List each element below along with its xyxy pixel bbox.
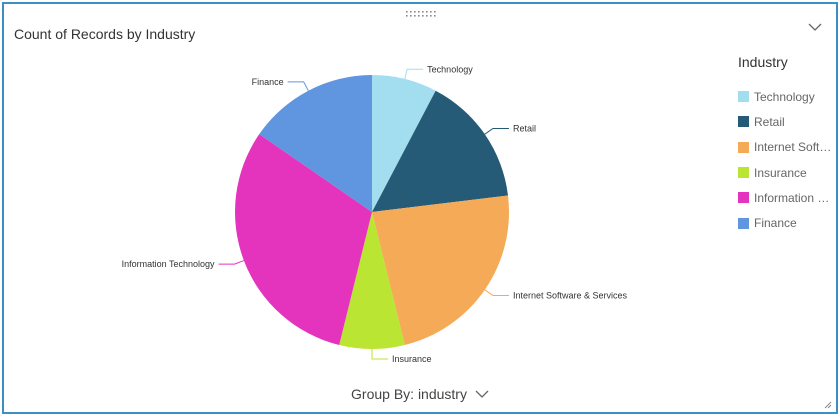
pie-slice-retail[interactable] [372, 90, 509, 212]
pie-chart: Technology Retail Internet Software & Serv… [122, 64, 628, 364]
data-label: Internet Software & Services [513, 291, 628, 301]
legend-label: Retail [754, 114, 785, 129]
legend-swatch [738, 141, 749, 153]
group-by-control: Group By: industry [4, 386, 836, 402]
legend-item-technology[interactable]: Technology [738, 84, 834, 109]
collapse-button[interactable] [806, 18, 824, 36]
legend-swatch [738, 116, 749, 128]
legend-swatch [738, 192, 749, 204]
legend-title: Industry [738, 54, 788, 70]
legend-label: Internet Soft… [754, 140, 832, 155]
data-label: Retail [513, 123, 536, 133]
legend-item-retail[interactable]: Retail [738, 109, 834, 134]
pie-slice-information-technology[interactable] [235, 134, 372, 346]
legend-swatch [738, 167, 749, 179]
callout-line [484, 289, 509, 297]
legend-swatch [738, 91, 749, 103]
legend-item-insurance[interactable]: Insurance [738, 160, 834, 185]
chevron-down-icon [808, 23, 822, 31]
legend-item-internet-software[interactable]: Internet Soft… [738, 135, 834, 160]
callout-line [371, 349, 388, 360]
data-label: Information Technology [122, 259, 215, 269]
legend-item-finance[interactable]: Finance [738, 210, 834, 235]
pie-slice-technology[interactable] [372, 75, 436, 212]
legend-label: Technology [754, 89, 815, 104]
group-by-label: Group By: industry [351, 386, 467, 402]
callout-line [484, 127, 509, 135]
drag-handle-icon[interactable] [404, 9, 438, 19]
legend-item-information-technology[interactable]: Information … [738, 185, 834, 210]
callout-line [287, 81, 309, 91]
legend-swatch [738, 217, 749, 229]
pie-slice-internet-software-services[interactable] [372, 195, 509, 346]
pie-slice-insurance[interactable] [339, 212, 405, 350]
legend: Technology Retail Internet Soft… Insuran… [738, 84, 834, 236]
data-label: Technology [427, 64, 473, 74]
chevron-down-icon [475, 390, 489, 398]
data-label: Finance [252, 77, 284, 87]
pie-slice-finance[interactable] [259, 75, 372, 212]
legend-label: Finance [754, 216, 797, 231]
chart-title: Count of Records by Industry [14, 26, 196, 42]
legend-label: Information … [754, 190, 830, 205]
legend-label: Insurance [754, 165, 807, 180]
resize-grip-icon[interactable] [822, 396, 832, 409]
group-by-button[interactable]: Group By: industry [351, 386, 489, 402]
data-label: Insurance [392, 354, 432, 364]
callout-line [404, 68, 424, 80]
callout-line [218, 260, 245, 265]
